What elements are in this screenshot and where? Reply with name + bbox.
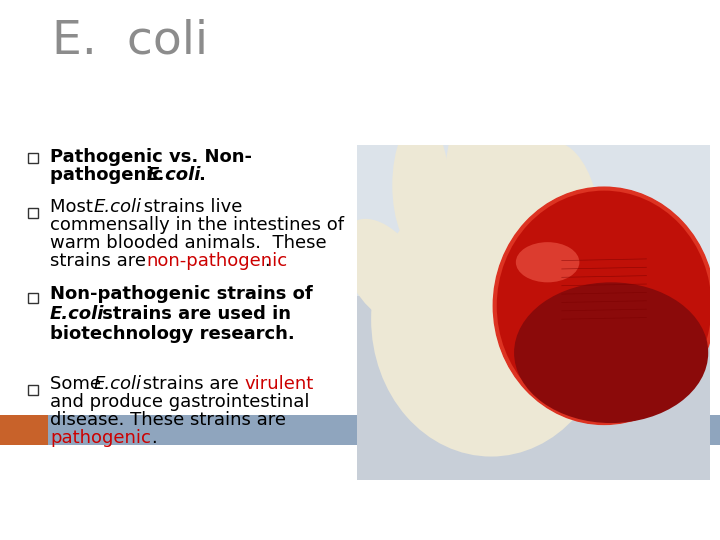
Text: Most: Most — [50, 198, 99, 216]
Text: E.coli: E.coli — [147, 166, 202, 184]
Text: commensally in the intestines of: commensally in the intestines of — [50, 216, 344, 234]
Text: E.coli: E.coli — [94, 375, 142, 393]
Ellipse shape — [514, 282, 708, 423]
Text: Non-pathogenic strains of: Non-pathogenic strains of — [50, 285, 312, 303]
Text: and produce gastrointestinal: and produce gastrointestinal — [50, 393, 310, 411]
Ellipse shape — [342, 219, 428, 326]
Ellipse shape — [495, 188, 714, 423]
Text: Pathogenic vs. Non-: Pathogenic vs. Non- — [50, 148, 252, 166]
Text: disease. These strains are: disease. These strains are — [50, 411, 286, 429]
Ellipse shape — [445, 98, 503, 239]
Ellipse shape — [516, 242, 580, 282]
Text: E.  coli: E. coli — [52, 18, 208, 63]
Text: pathogenic: pathogenic — [50, 166, 169, 184]
Text: strains are used in: strains are used in — [96, 305, 291, 323]
Text: warm blooded animals.  These: warm blooded animals. These — [50, 234, 327, 252]
Bar — [357, 145, 710, 296]
Bar — [0, 415, 720, 445]
Bar — [0, 415, 48, 445]
Text: E.coli: E.coli — [94, 198, 142, 216]
Text: non-pathogenic: non-pathogenic — [146, 252, 287, 270]
Text: biotechnology research.: biotechnology research. — [50, 325, 294, 343]
Text: .: . — [264, 252, 270, 270]
Text: .: . — [151, 429, 157, 447]
Text: E.coli: E.coli — [50, 305, 104, 323]
Text: .: . — [198, 166, 205, 184]
Ellipse shape — [498, 105, 555, 239]
Text: pathogenic: pathogenic — [50, 429, 151, 447]
Ellipse shape — [392, 118, 449, 252]
Text: Some: Some — [50, 375, 107, 393]
Ellipse shape — [371, 182, 611, 456]
Ellipse shape — [539, 143, 598, 247]
Text: strains are: strains are — [50, 252, 152, 270]
Text: strains are: strains are — [137, 375, 245, 393]
Text: strains live: strains live — [138, 198, 243, 216]
Text: virulent: virulent — [244, 375, 313, 393]
